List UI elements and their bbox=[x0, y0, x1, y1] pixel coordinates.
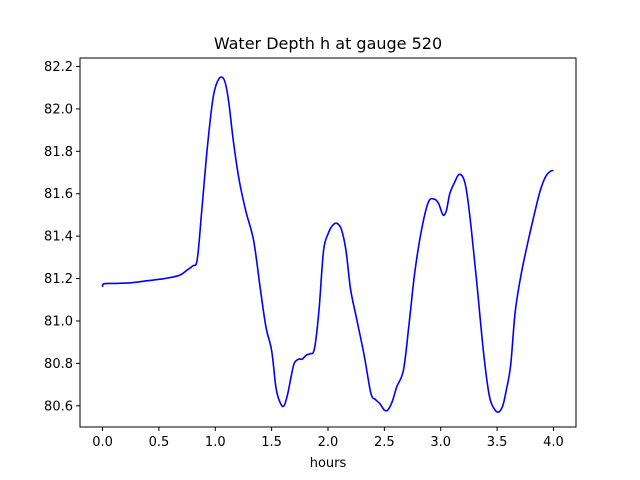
y-tick-label: 81.2 bbox=[44, 272, 73, 287]
x-tick-label: 0.5 bbox=[149, 435, 170, 450]
x-tick-label: 1.5 bbox=[261, 435, 282, 450]
y-tick-label: 80.8 bbox=[44, 357, 73, 372]
y-tick-label: 81.4 bbox=[44, 230, 73, 245]
y-tick-label: 82.2 bbox=[44, 60, 73, 75]
y-tick-label: 80.6 bbox=[44, 399, 73, 414]
y-tick-label: 82.0 bbox=[44, 102, 73, 117]
y-axis: 80.6 80.8 81.0 81.2 81.4 81.6 81.8 82.0 82.2 bbox=[44, 60, 80, 414]
plot-area bbox=[79, 57, 577, 428]
x-tick-label: 0.0 bbox=[92, 435, 113, 450]
x-tick-label: 4.0 bbox=[543, 435, 564, 450]
y-tick-label: 81.0 bbox=[44, 314, 73, 329]
water-depth-line bbox=[101, 76, 554, 413]
x-tick-label: 3.5 bbox=[487, 435, 508, 450]
chart-title: Water Depth h at gauge 520 bbox=[214, 34, 442, 53]
x-axis: 0.0 0.5 1.0 1.5 2.0 2.5 3.0 3.5 4.0 bbox=[92, 427, 564, 450]
x-tick-label: 3.0 bbox=[430, 435, 451, 450]
x-axis-label: hours bbox=[310, 456, 347, 471]
x-tick-label: 1.0 bbox=[205, 435, 226, 450]
y-tick-label: 81.6 bbox=[44, 187, 73, 202]
y-tick-label: 81.8 bbox=[44, 145, 73, 160]
x-tick-label: 2.0 bbox=[318, 435, 339, 450]
x-tick-label: 2.5 bbox=[374, 435, 395, 450]
